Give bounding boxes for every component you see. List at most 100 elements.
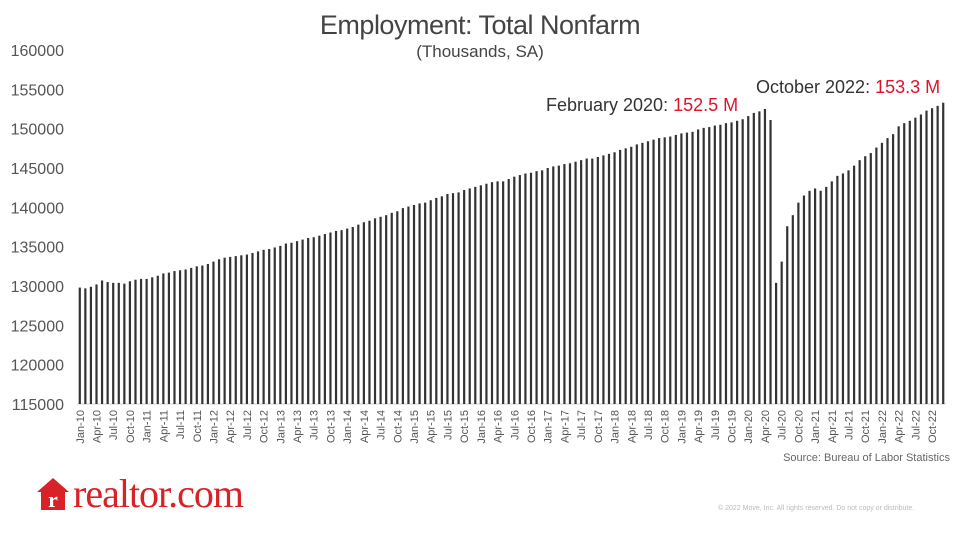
x-tick-label: Jul-18 bbox=[643, 410, 655, 440]
bar-Sep-15 bbox=[457, 192, 460, 404]
bar-Sep-10 bbox=[123, 283, 126, 404]
bar-Aug-11 bbox=[184, 269, 187, 404]
bar-Dec-12 bbox=[273, 247, 276, 404]
x-tick-label: Jan-22 bbox=[877, 410, 889, 444]
bar-Jan-14 bbox=[346, 228, 349, 404]
x-tick-label: Apr-14 bbox=[359, 410, 371, 443]
bar-Sep-13 bbox=[323, 234, 326, 404]
x-tick-label: Apr-12 bbox=[225, 410, 237, 443]
house-icon: r bbox=[36, 476, 70, 512]
bar-Nov-19 bbox=[736, 120, 739, 405]
bar-May-16 bbox=[502, 181, 505, 404]
x-tick-label: Apr-21 bbox=[827, 410, 839, 443]
bar-Jun-17 bbox=[574, 161, 577, 404]
bar-Dec-17 bbox=[607, 153, 611, 404]
bar-Mar-22 bbox=[891, 134, 895, 404]
chart-title: Employment: Total Nonfarm bbox=[319, 10, 641, 40]
bar-Sep-20 bbox=[791, 215, 794, 404]
bar-Jan-16 bbox=[479, 185, 482, 404]
bar-Feb-19 bbox=[685, 132, 689, 404]
x-tick-label: Jul-17 bbox=[576, 410, 588, 440]
bar-Mar-11 bbox=[156, 275, 159, 404]
bar-Jan-18 bbox=[613, 152, 616, 404]
bar-Jun-12 bbox=[240, 255, 243, 404]
bar-Apr-14 bbox=[362, 222, 365, 404]
bar-Apr-11 bbox=[162, 273, 165, 404]
bar-May-18 bbox=[635, 144, 638, 404]
bar-Apr-16 bbox=[496, 181, 499, 404]
x-tick-label: Jul-19 bbox=[710, 410, 722, 440]
bar-Feb-11 bbox=[151, 277, 154, 404]
x-tick-label: Oct-16 bbox=[526, 410, 538, 443]
bar-Feb-15 bbox=[418, 203, 421, 404]
annotation-value: 152.5 M bbox=[673, 95, 739, 115]
bar-Nov-15 bbox=[468, 188, 471, 404]
x-tick-label: Oct-14 bbox=[392, 410, 404, 443]
x-tick-label: Jan-14 bbox=[342, 410, 354, 444]
bar-Jul-18 bbox=[646, 141, 650, 404]
x-tick-label: Jan-10 bbox=[75, 410, 87, 444]
bar-Aug-17 bbox=[585, 158, 588, 404]
bar-Apr-18 bbox=[630, 146, 633, 404]
bar-Jun-15 bbox=[440, 196, 443, 404]
bar-Oct-22 bbox=[930, 108, 934, 405]
bar-Feb-20 bbox=[752, 112, 755, 404]
x-tick-label: Jan-15 bbox=[409, 410, 421, 444]
bar-Sep-14 bbox=[390, 212, 393, 404]
bar-Nov-20 bbox=[802, 195, 806, 404]
bar-Oct-17 bbox=[596, 156, 599, 404]
bar-Feb-17 bbox=[552, 166, 555, 404]
x-tick-label: Oct-20 bbox=[793, 410, 805, 443]
x-tick-label: Oct-15 bbox=[459, 410, 471, 443]
bar-Jan-19 bbox=[680, 133, 683, 405]
bar-Oct-13 bbox=[329, 232, 332, 404]
bar-Dec-19 bbox=[741, 119, 744, 404]
bar-Jul-20 bbox=[780, 261, 783, 404]
y-tick-label: 160000 bbox=[11, 43, 64, 60]
y-tick-label: 125000 bbox=[11, 318, 64, 335]
bar-Feb-12 bbox=[217, 259, 221, 404]
bar-Dec-16 bbox=[541, 170, 544, 404]
bar-Jan-11 bbox=[145, 278, 148, 404]
bar-Dec-21 bbox=[875, 147, 878, 404]
copyright: © 2022 Move, Inc. All rights reserved. D… bbox=[718, 505, 915, 512]
logo-text: realtor.com bbox=[73, 471, 244, 516]
bar-Apr-19 bbox=[697, 129, 700, 404]
x-tick-label: Jul-20 bbox=[777, 410, 789, 440]
bar-May-11 bbox=[167, 272, 171, 404]
x-tick-label: Oct-18 bbox=[660, 410, 672, 443]
x-tick-label: Jan-19 bbox=[676, 410, 688, 444]
bar-Sep-22 bbox=[925, 110, 928, 404]
bar-Apr-10 bbox=[95, 284, 98, 404]
x-tick-label: Apr-22 bbox=[894, 410, 906, 443]
bar-Apr-15 bbox=[429, 200, 432, 404]
x-tick-label: Jan-21 bbox=[810, 410, 822, 444]
bar-Jun-18 bbox=[641, 142, 644, 404]
bar-Jan-21 bbox=[813, 188, 817, 404]
x-tick-label: Jan-18 bbox=[610, 410, 622, 444]
bar-Jun-21 bbox=[841, 173, 845, 404]
bar-Nov-17 bbox=[602, 155, 605, 404]
x-tick-label: Jul-14 bbox=[376, 410, 388, 440]
y-tick-label: 115000 bbox=[12, 397, 64, 414]
bar-Jul-14 bbox=[379, 216, 382, 404]
bar-Dec-14 bbox=[407, 206, 410, 404]
bar-Jun-20 bbox=[774, 282, 778, 404]
bar-Jun-16 bbox=[507, 179, 510, 404]
bar-Oct-18 bbox=[663, 137, 666, 404]
bar-Oct-10 bbox=[128, 281, 132, 404]
bar-Mar-13 bbox=[290, 242, 293, 404]
bar-May-21 bbox=[836, 175, 839, 404]
bar-Aug-12 bbox=[251, 252, 254, 404]
bar-Apr-12 bbox=[229, 256, 232, 404]
bar-Apr-17 bbox=[563, 164, 566, 404]
y-tick-label: 130000 bbox=[11, 279, 64, 296]
annotation-label: October 2022: bbox=[756, 77, 876, 97]
bar-Jul-11 bbox=[178, 270, 182, 404]
bar-Jan-10 bbox=[78, 287, 81, 404]
bar-May-13 bbox=[301, 239, 304, 404]
x-tick-label: Jul-21 bbox=[844, 410, 856, 440]
bar-Apr-13 bbox=[295, 241, 299, 404]
x-tick-label: Apr-13 bbox=[292, 410, 304, 443]
bar-Aug-22 bbox=[919, 114, 923, 405]
